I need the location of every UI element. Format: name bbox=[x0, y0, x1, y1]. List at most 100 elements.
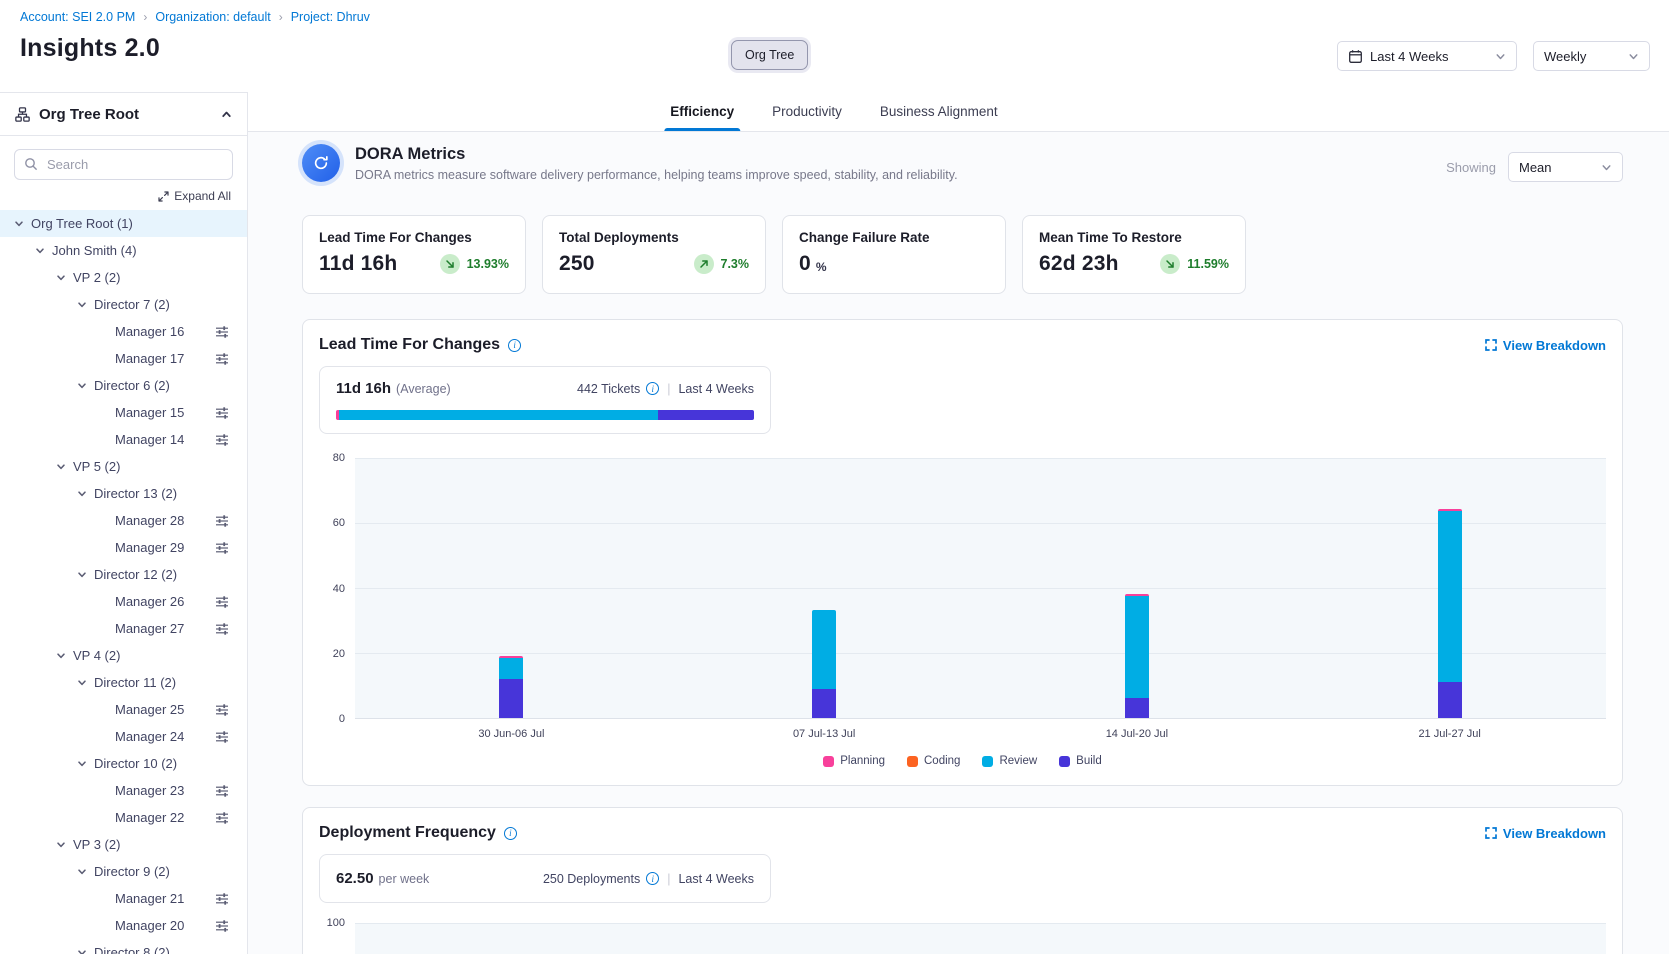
chevron-down-icon[interactable] bbox=[77, 759, 87, 769]
deploy-view-breakdown-link[interactable]: View Breakdown bbox=[1485, 826, 1606, 841]
chevron-down-icon[interactable] bbox=[56, 840, 66, 850]
showing-label: Showing bbox=[1446, 159, 1496, 175]
bar-21-jul-27-jul[interactable] bbox=[1437, 509, 1462, 718]
breadcrumb-link-project[interactable]: Project: Dhruv bbox=[290, 10, 370, 24]
info-icon[interactable]: i bbox=[646, 382, 660, 395]
sliders-icon[interactable] bbox=[215, 703, 229, 717]
org-tree-button[interactable]: Org Tree bbox=[731, 40, 809, 70]
chevron-down-icon[interactable] bbox=[77, 489, 87, 499]
tree-item-director-12-2[interactable]: Director 12 (2) bbox=[0, 561, 247, 588]
tree-item-manager-14[interactable]: Manager 14 bbox=[0, 426, 247, 453]
tree-item-vp-4-2[interactable]: VP 4 (2) bbox=[0, 642, 247, 669]
info-icon[interactable]: i bbox=[508, 338, 522, 352]
granularity-select[interactable]: Weekly bbox=[1533, 41, 1650, 71]
sliders-icon[interactable] bbox=[215, 514, 229, 528]
tree-item-director-10-2[interactable]: Director 10 (2) bbox=[0, 750, 247, 777]
tree-item-manager-23[interactable]: Manager 23 bbox=[0, 777, 247, 804]
sliders-icon[interactable] bbox=[215, 433, 229, 447]
sliders-icon[interactable] bbox=[215, 541, 229, 555]
bar-14-jul-20-jul[interactable] bbox=[1124, 594, 1149, 718]
tree-item-vp-3-2[interactable]: VP 3 (2) bbox=[0, 831, 247, 858]
showing-select[interactable]: Mean bbox=[1508, 152, 1623, 182]
chevron-down-icon[interactable] bbox=[56, 651, 66, 661]
tree-item-manager-26[interactable]: Manager 26 bbox=[0, 588, 247, 615]
search-input[interactable] bbox=[14, 149, 233, 180]
chevron-down-icon[interactable] bbox=[77, 300, 87, 310]
sliders-icon[interactable] bbox=[215, 595, 229, 609]
chevron-down-icon[interactable] bbox=[35, 246, 45, 256]
info-icon[interactable]: i bbox=[503, 826, 517, 840]
tab-business-alignment[interactable]: Business Alignment bbox=[879, 104, 998, 119]
tree-item-manager-22[interactable]: Manager 22 bbox=[0, 804, 247, 831]
chevron-down-icon[interactable] bbox=[77, 678, 87, 688]
sliders-icon[interactable] bbox=[215, 919, 229, 933]
tree-item-label: Director 6 (2) bbox=[94, 378, 170, 393]
chevron-down-icon[interactable] bbox=[56, 462, 66, 472]
sliders-icon[interactable] bbox=[215, 406, 229, 420]
legend-item-review[interactable]: Review bbox=[982, 755, 1037, 767]
sliders-icon[interactable] bbox=[215, 811, 229, 825]
gridline bbox=[355, 458, 1606, 459]
chevron-down-icon[interactable] bbox=[14, 219, 24, 229]
tree-item-manager-16[interactable]: Manager 16 bbox=[0, 318, 247, 345]
tab-efficiency[interactable]: Efficiency bbox=[664, 92, 740, 131]
page-title: Insights 2.0 bbox=[20, 34, 160, 62]
breadcrumb-link-account[interactable]: Account: SEI 2.0 PM bbox=[20, 10, 136, 24]
tab-productivity[interactable]: Productivity bbox=[772, 104, 842, 119]
tab-group: Efficiency Productivity Business Alignment bbox=[664, 92, 999, 131]
tree-item-director-9-2[interactable]: Director 9 (2) bbox=[0, 858, 247, 885]
sliders-icon[interactable] bbox=[215, 730, 229, 744]
sliders-icon[interactable] bbox=[215, 352, 229, 366]
sliders-icon[interactable] bbox=[215, 784, 229, 798]
bar-segment-build bbox=[1437, 682, 1462, 718]
legend-item-build[interactable]: Build bbox=[1059, 755, 1102, 767]
tree-item-label: Org Tree Root (1) bbox=[31, 216, 133, 231]
bar-segment-review bbox=[812, 610, 837, 689]
tree-item-manager-29[interactable]: Manager 29 bbox=[0, 534, 247, 561]
chevron-down-icon[interactable] bbox=[77, 867, 87, 877]
chevron-down-icon[interactable] bbox=[77, 570, 87, 580]
metric-card-label: Total Deployments bbox=[559, 230, 679, 245]
chevron-down-icon[interactable] bbox=[77, 381, 87, 391]
showing-control: Showing Mean bbox=[1446, 152, 1623, 182]
tree-item-manager-20[interactable]: Manager 20 bbox=[0, 912, 247, 939]
tree-item-vp-2-2[interactable]: VP 2 (2) bbox=[0, 264, 247, 291]
legend-item-planning[interactable]: Planning bbox=[823, 755, 885, 767]
breadcrumb-link-organization[interactable]: Organization: default bbox=[155, 10, 271, 24]
deploy-count: 250 Deployments bbox=[542, 871, 641, 886]
tree-item-director-11-2[interactable]: Director 11 (2) bbox=[0, 669, 247, 696]
tree-item-org-tree-root-1[interactable]: Org Tree Root (1) bbox=[0, 210, 247, 237]
tree-item-manager-25[interactable]: Manager 25 bbox=[0, 696, 247, 723]
tree-item-director-6-2[interactable]: Director 6 (2) bbox=[0, 372, 247, 399]
tree-item-manager-21[interactable]: Manager 21 bbox=[0, 885, 247, 912]
tree-item-manager-17[interactable]: Manager 17 bbox=[0, 345, 247, 372]
chevron-up-icon[interactable] bbox=[221, 109, 232, 120]
tree-item-john-smith-4[interactable]: John Smith (4) bbox=[0, 237, 247, 264]
granularity-value: Weekly bbox=[1544, 48, 1587, 64]
ltfc-view-breakdown-link[interactable]: View Breakdown bbox=[1485, 338, 1606, 353]
chevron-down-icon[interactable] bbox=[56, 273, 66, 283]
metric-card-value: 250 bbox=[559, 252, 595, 275]
tree-item-manager-27[interactable]: Manager 27 bbox=[0, 615, 247, 642]
bar-07-jul-13-jul[interactable] bbox=[812, 610, 837, 718]
tree-item-manager-15[interactable]: Manager 15 bbox=[0, 399, 247, 426]
tree-item-vp-5-2[interactable]: VP 5 (2) bbox=[0, 453, 247, 480]
gridline bbox=[355, 653, 1606, 654]
tree-item-director-7-2[interactable]: Director 7 (2) bbox=[0, 291, 247, 318]
bar-30-jun-06-jul[interactable] bbox=[499, 656, 524, 718]
expand-all-link[interactable]: Expand All bbox=[158, 189, 231, 203]
tree-item-director-13-2[interactable]: Director 13 (2) bbox=[0, 480, 247, 507]
date-range-select[interactable]: Last 4 Weeks bbox=[1337, 41, 1517, 71]
chevron-down-icon[interactable] bbox=[77, 948, 87, 954]
divider: | bbox=[667, 871, 671, 886]
tree-item-label: Manager 22 bbox=[115, 810, 185, 825]
tree-item-manager-24[interactable]: Manager 24 bbox=[0, 723, 247, 750]
sliders-icon[interactable] bbox=[215, 892, 229, 906]
legend-item-coding[interactable]: Coding bbox=[907, 755, 960, 767]
info-icon[interactable]: i bbox=[646, 872, 660, 885]
tree-item-manager-28[interactable]: Manager 28 bbox=[0, 507, 247, 534]
tree-item-director-8-2[interactable]: Director 8 (2) bbox=[0, 939, 247, 954]
showing-value: Mean bbox=[1519, 159, 1552, 175]
sliders-icon[interactable] bbox=[215, 622, 229, 636]
sliders-icon[interactable] bbox=[215, 325, 229, 339]
